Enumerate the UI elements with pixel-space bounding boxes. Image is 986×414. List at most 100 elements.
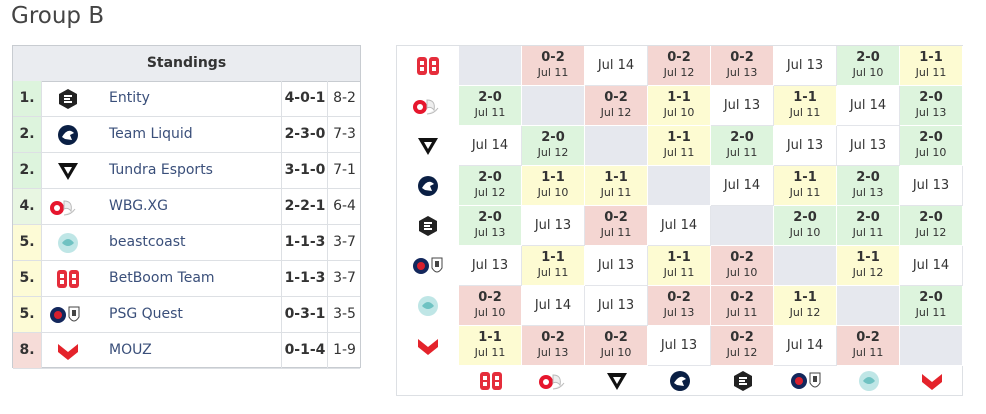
team-name[interactable]: beastcoast [109, 234, 186, 250]
team-name[interactable]: PSG Quest [109, 306, 183, 322]
match-cell: 0-2 Jul 12 [711, 326, 774, 366]
standings-row: 5. beastcoast 1-1-3 3-7 [13, 225, 360, 261]
team-logo [418, 296, 438, 316]
match-date: Jul 12 [600, 106, 632, 119]
team-logo [50, 200, 76, 216]
match-cell: 2-0 Jul 10 [900, 126, 963, 166]
match-date: Jul 12 [726, 346, 758, 359]
record: 0-3-1 [281, 297, 328, 332]
standings-row: 1. Entity 4-0-1 8-2 [13, 81, 360, 117]
standings-row: 8. MOUZ 0-1-4 1-9 [13, 333, 360, 369]
team-logo [479, 372, 502, 390]
match-date: Jul 14 [534, 298, 572, 313]
match-cell: 1-1 Jul 11 [648, 126, 711, 166]
rank: 5. [13, 261, 42, 296]
team-logo [58, 344, 78, 360]
match-date: Jul 11 [474, 106, 506, 119]
team-logo [50, 306, 80, 323]
match-date: Jul 13 [726, 66, 758, 79]
match-cell: Jul 14 [900, 246, 963, 286]
team-logo [419, 216, 437, 236]
match-cell: 1-1 Jul 11 [900, 46, 963, 86]
match-score: 2-0 [478, 210, 502, 225]
team-logo [417, 57, 439, 75]
match-cell: 1-1 Jul 11 [774, 166, 837, 206]
match-cell: 1-1 Jul 11 [774, 86, 837, 126]
rank: 2. [13, 153, 42, 188]
match-score: 1-1 [604, 170, 628, 185]
team-name[interactable]: Team Liquid [109, 126, 193, 142]
match-date: Jul 11 [852, 346, 884, 359]
match-cell: Jul 13 [711, 86, 774, 126]
match-cell [648, 166, 711, 206]
team-name[interactable]: Tundra Esports [109, 162, 213, 178]
match-cell: 0-2 Jul 12 [585, 86, 648, 126]
team-name[interactable]: BetBoom Team [109, 270, 215, 286]
match-cell: Jul 14 [459, 126, 522, 166]
match-score: 0-2 [730, 290, 754, 305]
match-score: 0-2 [604, 90, 628, 105]
record: 2-3-0 [281, 117, 328, 152]
record: 2-2-1 [281, 189, 328, 224]
match-date: Jul 14 [660, 218, 698, 233]
match-score: 2-0 [919, 130, 943, 145]
map-score: 7-1 [327, 153, 361, 188]
rank: 5. [13, 297, 42, 332]
match-date: Jul 10 [663, 106, 695, 119]
match-cell: 2-0 Jul 12 [900, 206, 963, 246]
match-score: 0-2 [541, 50, 565, 65]
match-score: 2-0 [919, 290, 943, 305]
match-score: 2-0 [478, 170, 502, 185]
team-logo [606, 373, 627, 390]
match-cell: 2-0 Jul 13 [900, 86, 963, 126]
match-score: 0-2 [541, 330, 565, 345]
match-cell [522, 86, 585, 126]
match-score: 1-1 [793, 170, 817, 185]
match-date: Jul 11 [789, 106, 821, 119]
team-name[interactable]: Entity [109, 90, 150, 106]
match-cell: Jul 14 [522, 286, 585, 326]
match-date: Jul 13 [597, 298, 635, 313]
match-cell: Jul 14 [585, 46, 648, 86]
match-cell: Jul 14 [774, 326, 837, 366]
match-cell [711, 206, 774, 246]
match-cell: Jul 13 [837, 126, 900, 166]
match-date: Jul 12 [537, 146, 569, 159]
match-score: 1-1 [541, 250, 565, 265]
match-cell: Jul 14 [711, 166, 774, 206]
team-name[interactable]: WBG.XG [109, 198, 168, 214]
match-score: 1-1 [667, 90, 691, 105]
team-name[interactable]: MOUZ [109, 342, 152, 358]
standings-row: 2. Tundra Esports 3-1-0 7-1 [13, 153, 360, 189]
match-cell: 1-1 Jul 10 [522, 166, 585, 206]
match-date: Jul 10 [726, 266, 758, 279]
match-date: Jul 14 [912, 258, 950, 273]
team-logo [858, 371, 879, 391]
match-cell: 0-2 Jul 13 [648, 286, 711, 326]
match-cell: 0-2 Jul 12 [648, 46, 711, 86]
match-date: Jul 11 [726, 306, 758, 319]
record: 1-1-3 [281, 225, 328, 260]
standings-row: 4. WBG.XG 2-2-1 6-4 [13, 189, 360, 225]
match-cell: 1-1 Jul 11 [522, 246, 585, 286]
match-date: Jul 12 [852, 266, 884, 279]
match-date: Jul 10 [537, 186, 569, 199]
match-score: 1-1 [478, 330, 502, 345]
match-cell [900, 326, 963, 366]
match-score: 2-0 [919, 90, 943, 105]
team-logo [58, 233, 78, 253]
match-cell: 2-0 Jul 12 [522, 126, 585, 166]
standings-row: 5. PSG Quest 0-3-1 3-5 [13, 297, 360, 333]
match-cell: 2-0 Jul 11 [837, 206, 900, 246]
match-date: Jul 11 [915, 306, 947, 319]
standings-header: Standings [13, 46, 360, 82]
match-cell: 2-0 Jul 13 [459, 206, 522, 246]
match-date: Jul 13 [849, 138, 887, 153]
match-date: Jul 11 [789, 186, 821, 199]
match-cell: Jul 13 [585, 246, 648, 286]
match-cell [459, 46, 522, 86]
match-score: 2-0 [541, 130, 565, 145]
match-cell [585, 126, 648, 166]
match-cell: 0-2 Jul 11 [585, 206, 648, 246]
